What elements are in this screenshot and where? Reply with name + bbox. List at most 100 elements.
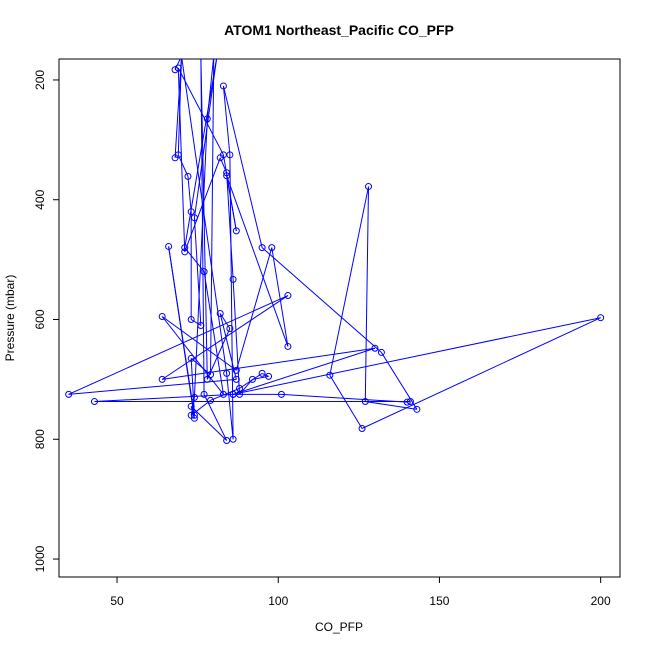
data-point (219, 82, 227, 90)
data-point (232, 375, 240, 383)
series-line-segment (174, 59, 182, 158)
series-line-segment (232, 347, 376, 395)
data-point (223, 436, 231, 444)
data-point (248, 375, 256, 383)
data-point (207, 371, 215, 379)
series-line-segment (203, 271, 224, 395)
series-line-segment (193, 217, 202, 326)
data-point (277, 390, 285, 398)
data-point (226, 151, 234, 159)
series-line-segment (380, 352, 418, 410)
data-point (326, 371, 334, 379)
data-point (165, 242, 173, 250)
data-point (179, 59, 184, 60)
series-line-segment (235, 247, 273, 371)
data-point (181, 248, 189, 256)
data-point (258, 244, 266, 252)
data-point (229, 275, 237, 283)
data-point (200, 390, 208, 398)
plot-frame (58, 58, 621, 578)
series-line-segment (222, 85, 231, 155)
data-point (265, 372, 273, 380)
y-tick-label: 800 (33, 429, 47, 449)
data-point (229, 435, 237, 443)
data-point (361, 398, 369, 406)
series-line-segment (181, 59, 228, 374)
series-line-segment (226, 175, 289, 347)
data-point (223, 169, 231, 177)
data-point (190, 411, 198, 419)
series-line-segment (161, 295, 289, 380)
x-axis: 50 100 150 200 (110, 577, 611, 608)
chart-title: ATOM1 Northeast_Pacific CO_PFP (224, 22, 454, 38)
data-point (158, 313, 166, 321)
series-line-segment (232, 279, 241, 395)
data-point (215, 59, 219, 60)
data-point (200, 268, 208, 276)
series-line-segment (174, 59, 181, 70)
series-line-segment (177, 154, 189, 177)
data-point (187, 402, 195, 410)
data-point (179, 59, 184, 60)
data-point (284, 342, 292, 350)
data-point (216, 310, 224, 318)
data-point (199, 59, 203, 60)
series-line-segment (168, 246, 195, 419)
data-point (190, 393, 198, 401)
series-line-segment (200, 59, 205, 395)
data-point (403, 398, 411, 406)
x-tick-label: 150 (429, 594, 449, 608)
data-point (190, 214, 198, 222)
data-point (371, 344, 379, 352)
data-point (184, 172, 192, 180)
series-line-segment (187, 176, 192, 212)
data-point (216, 154, 224, 162)
series-line-segment (261, 372, 269, 377)
data-point (174, 64, 182, 72)
x-axis-label: CO_PFP (315, 620, 363, 634)
series-line-segment (177, 67, 224, 156)
series-line-segment (222, 85, 263, 248)
series-line-segment (261, 247, 382, 353)
y-tick-label: 1000 (33, 545, 47, 572)
data-point (171, 154, 179, 162)
series-line-segment (68, 295, 289, 395)
series-line-segment (233, 317, 601, 395)
data-point (232, 366, 240, 374)
data-point (236, 384, 244, 392)
y-axis: 200 400 600 800 1000 (33, 70, 59, 572)
data-point (187, 315, 195, 323)
data-point (90, 398, 98, 406)
data-point (358, 424, 366, 432)
data-point (284, 292, 292, 300)
data-point (203, 115, 211, 123)
data-point (207, 396, 215, 404)
data-point (211, 59, 216, 60)
data-point (203, 375, 211, 383)
data-point (597, 314, 605, 322)
data-point (65, 390, 73, 398)
series-line-segment (68, 378, 237, 395)
series-line-segment (184, 59, 217, 248)
data-point (158, 375, 166, 383)
series-line-segment (190, 405, 228, 441)
data-point (223, 369, 231, 377)
data-point (377, 348, 385, 356)
series-line-segment (177, 67, 186, 252)
data-point (187, 354, 195, 362)
data-point (232, 227, 240, 235)
series-layer (65, 59, 605, 444)
series-line-segment (271, 247, 289, 347)
data-point (258, 369, 266, 377)
y-tick-label: 600 (33, 309, 47, 329)
series-line-segment (193, 118, 208, 398)
data-point (413, 405, 421, 413)
y-tick-label: 200 (33, 70, 47, 90)
y-tick-label: 400 (33, 189, 47, 209)
series-line-segment (162, 347, 376, 380)
y-axis-label: Pressure (mbar) (3, 275, 17, 362)
x-tick-label: 100 (268, 594, 288, 608)
series-line-segment (365, 401, 417, 410)
series-line-segment (239, 372, 263, 389)
